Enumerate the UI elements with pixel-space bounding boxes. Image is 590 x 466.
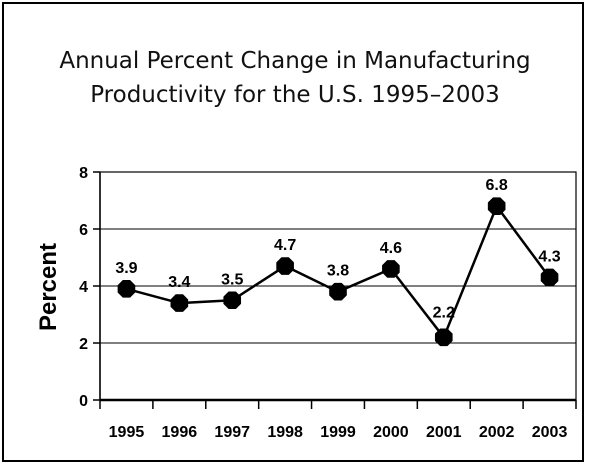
data-label: 3.9 <box>115 260 137 277</box>
x-tick-label: 1996 <box>162 424 198 441</box>
data-point <box>117 280 136 298</box>
x-tick-label: 2001 <box>426 424 462 441</box>
data-label: 6.8 <box>486 177 508 194</box>
data-label: 4.6 <box>380 240 402 257</box>
data-label: 3.8 <box>327 263 349 280</box>
x-tick-label: 1998 <box>267 424 303 441</box>
axes: 0 2 4 6 8 1995 1996 1997 1998 1999 2000 2001 2002 200… <box>79 165 577 441</box>
y-tick-label: 6 <box>79 222 88 239</box>
y-tick-label: 8 <box>79 165 88 182</box>
x-tick-label: 2000 <box>373 424 409 441</box>
x-tick-label: 1997 <box>214 424 250 441</box>
data-point <box>276 257 294 275</box>
data-point <box>487 197 506 216</box>
y-axis-label: Percent <box>35 243 62 331</box>
series-markers <box>117 197 559 347</box>
chart-title-line-1: Annual Percent Change in Manufacturing <box>59 48 531 74</box>
chart-title: Annual Percent Change in Manufacturing P… <box>0 44 590 112</box>
y-tick-label: 2 <box>79 336 88 353</box>
data-point <box>329 282 347 301</box>
x-tick-label: 1995 <box>109 424 145 441</box>
data-point <box>382 260 400 278</box>
data-label: 2.2 <box>433 304 455 321</box>
data-point <box>170 294 189 312</box>
x-tick-label: 2003 <box>532 424 568 441</box>
y-tick-label: 4 <box>79 279 88 296</box>
data-label: 3.4 <box>168 274 190 291</box>
data-labels: 3.9 3.4 3.5 4.7 3.8 4.6 2.2 6.8 4.3 <box>115 177 560 321</box>
data-label: 4.7 <box>274 237 296 254</box>
x-tick-label: 1999 <box>320 424 356 441</box>
y-tick-label: 0 <box>79 393 88 410</box>
chart-title-line-2: Productivity for the U.S. 1995–2003 <box>90 82 500 108</box>
x-tick-label: 2002 <box>479 424 515 441</box>
data-point <box>223 291 242 310</box>
data-label: 3.5 <box>221 271 243 288</box>
data-point <box>434 328 453 347</box>
data-label: 4.3 <box>538 248 560 265</box>
data-point <box>540 268 559 287</box>
